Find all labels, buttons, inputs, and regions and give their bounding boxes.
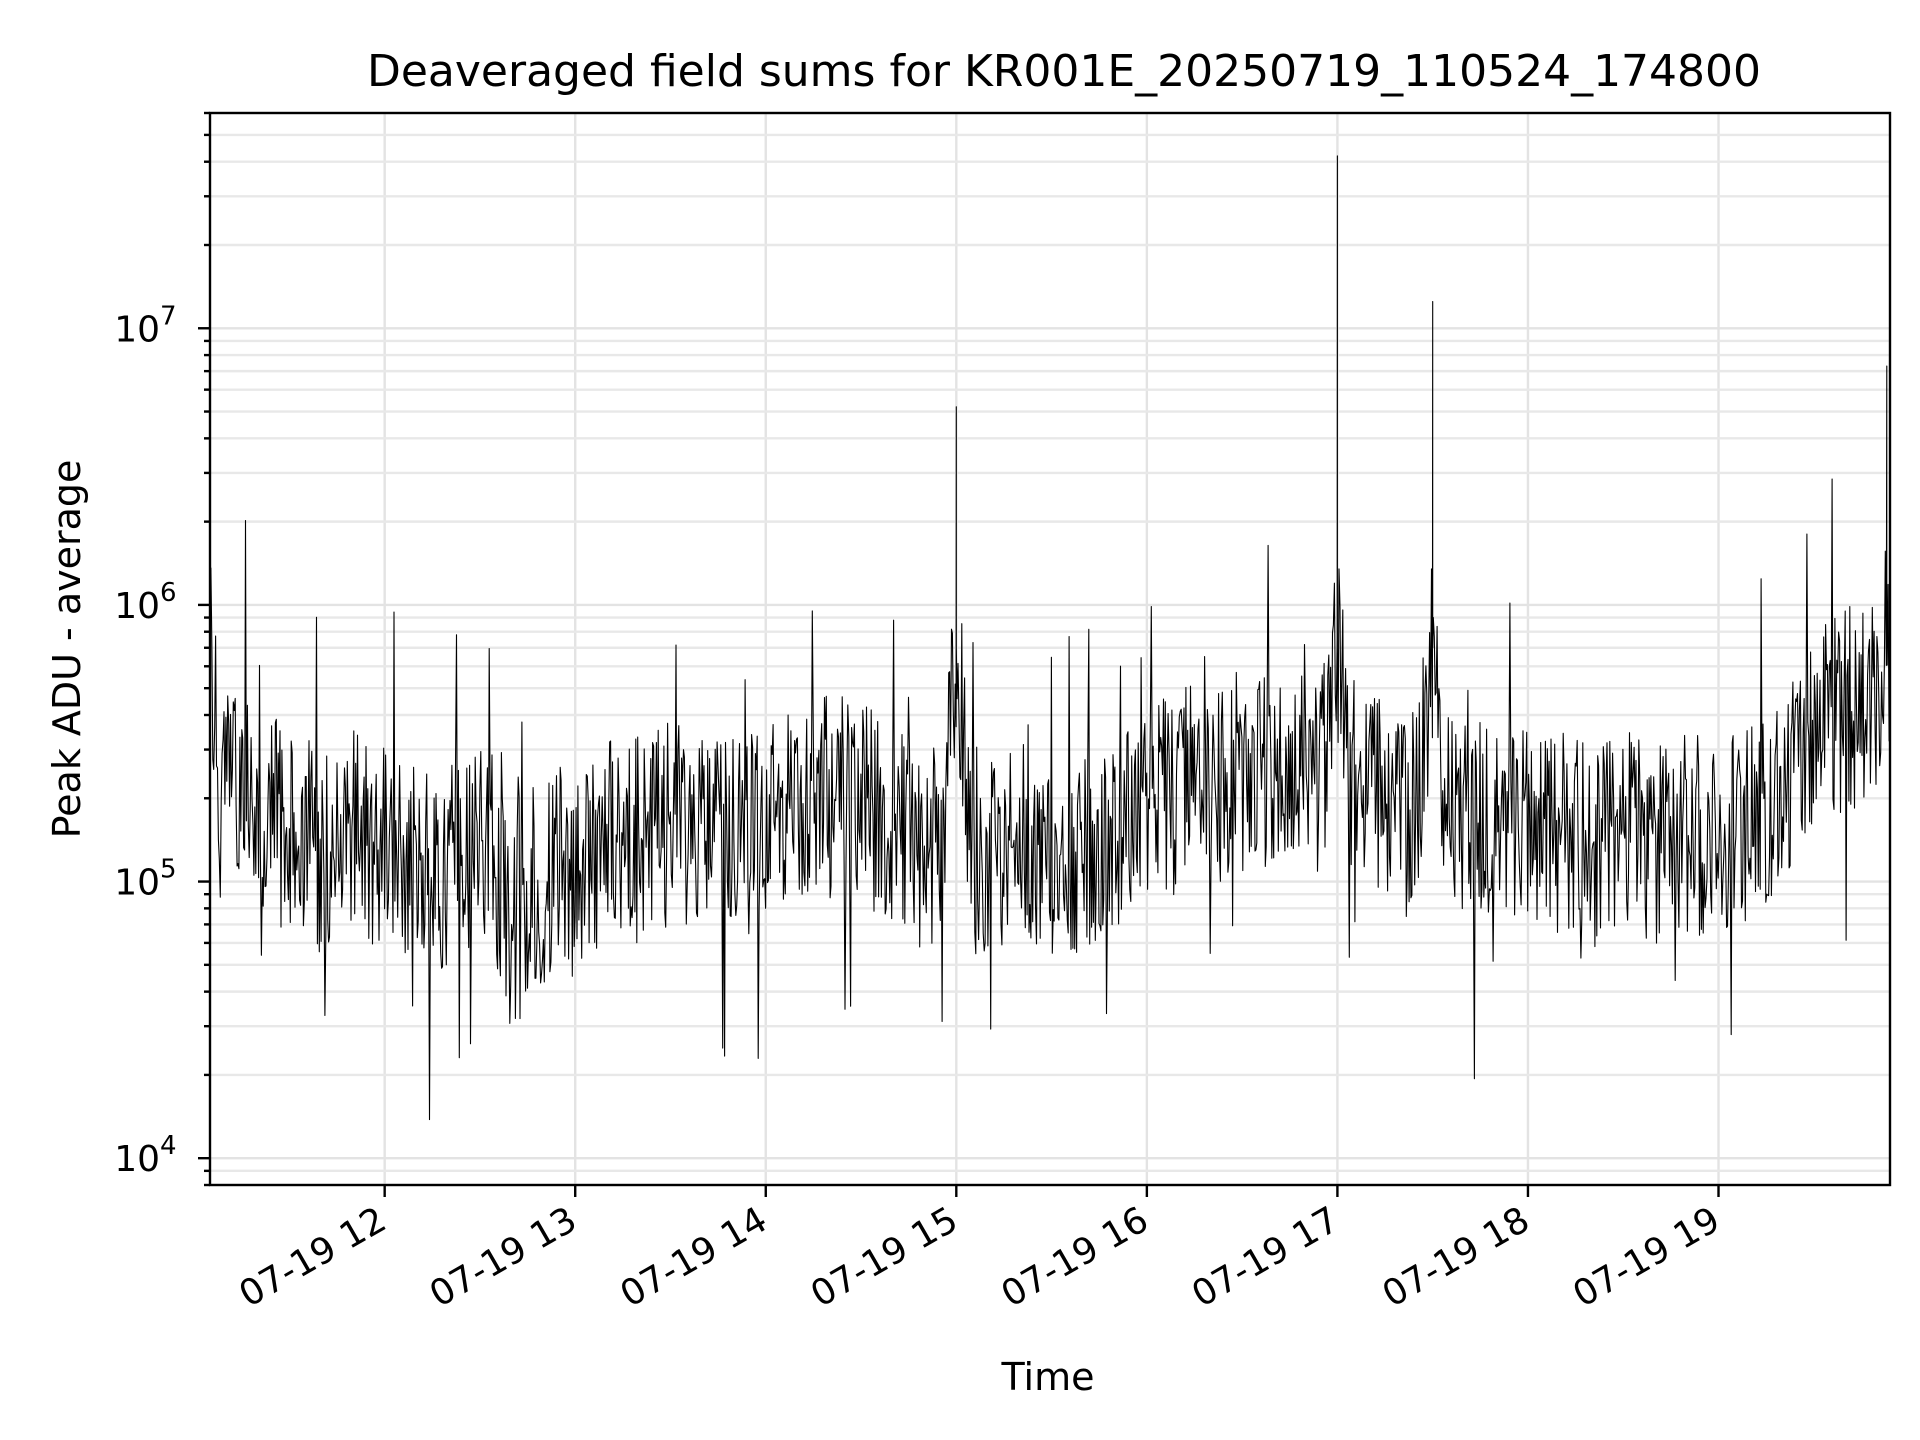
series-layer xyxy=(209,155,1891,1121)
x-tick-label: 07-19 13 xyxy=(423,1199,584,1315)
x-axis: 07-19 12 07-19 13 07-19 14 07-19 15 07-19 16… xyxy=(232,1185,1727,1316)
y-axis-label: Peak ADU - average xyxy=(45,460,89,839)
x-tick-label: 07-19 15 xyxy=(804,1199,965,1315)
x-tick-label: 07-19 12 xyxy=(232,1199,393,1315)
plot-frame xyxy=(208,111,1892,1187)
y-tick-label: 10 xyxy=(114,586,160,627)
x-tick-label: 07-19 19 xyxy=(1566,1199,1727,1315)
chart-title: Deaveraged field sums for KR001E_2025071… xyxy=(367,46,1761,97)
x-tick-label: 07-19 18 xyxy=(1376,1199,1537,1315)
y-tick-exponent: 5 xyxy=(160,855,177,885)
series-line xyxy=(209,155,1891,1121)
y-tick-label: 10 xyxy=(114,863,160,904)
y-tick-exponent: 4 xyxy=(160,1131,177,1161)
y-tick-label: 10 xyxy=(114,309,160,350)
x-tick-label: 07-19 17 xyxy=(1185,1199,1346,1315)
x-tick-label: 07-19 14 xyxy=(614,1199,775,1315)
x-axis-label: Time xyxy=(1001,1355,1095,1399)
y-tick-label: 10 xyxy=(114,1139,160,1180)
y-tick-exponent: 6 xyxy=(160,578,177,608)
grid-layer xyxy=(210,111,1890,1187)
y-tick-exponent: 7 xyxy=(160,301,177,331)
x-tick-label: 07-19 16 xyxy=(995,1199,1156,1315)
